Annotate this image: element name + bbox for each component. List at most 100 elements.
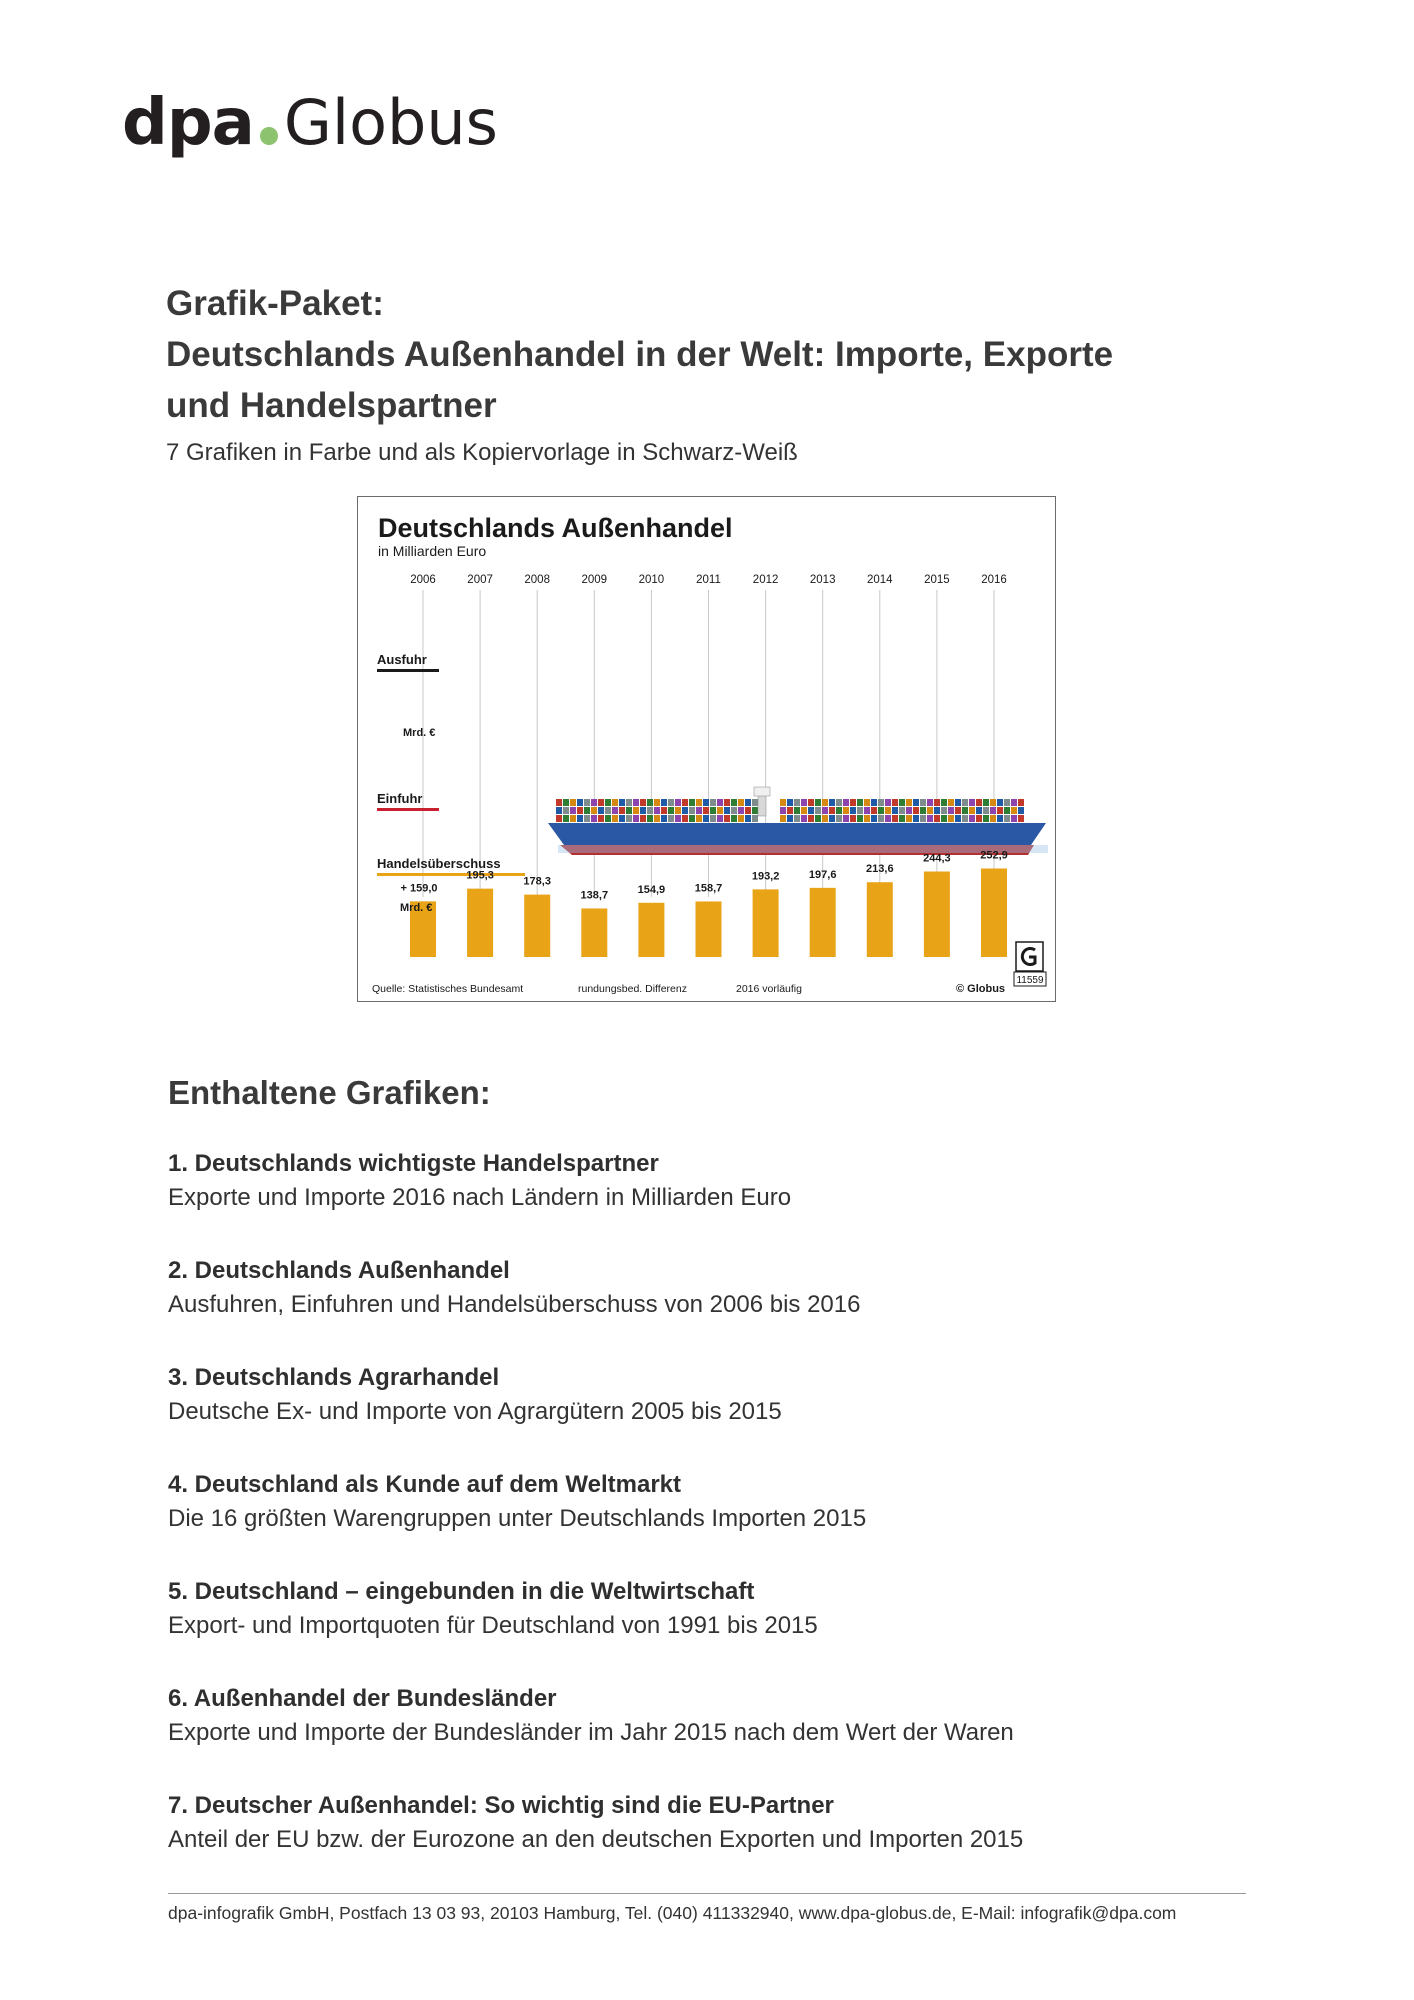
container-block [843,799,849,806]
container-block [857,807,863,814]
container-block [612,799,618,806]
surplus-bar [923,871,950,957]
footnote-source: Quelle: Statistisches Bundesamt [372,983,523,995]
globus-credit: © Globus [956,983,1005,995]
year-label: 2015 [924,574,950,586]
logo-globus-text: Globus [283,86,498,159]
container-block [1018,815,1024,822]
container-block [738,799,744,806]
container-block [640,807,646,814]
year-label: 2016 [981,574,1007,586]
surplus-bar [866,882,893,957]
container-block [885,799,891,806]
container-block [878,807,884,814]
surplus-value-label: 195,3 [466,870,494,882]
container-block [822,815,828,822]
container-block [787,815,793,822]
container-block [920,807,926,814]
container-block [906,815,912,822]
year-label: 2011 [696,574,721,586]
year-label: 2007 [467,574,493,586]
container-block [962,807,968,814]
item-title: 2. Deutschlands Außenhandel [168,1257,510,1284]
container-block [696,807,702,814]
surplus-value-label: 193,2 [752,870,780,882]
container-block [563,799,569,806]
container-block [983,799,989,806]
container-block [941,807,947,814]
item-description: Deutsche Ex- und Importe von Agrargütern… [168,1398,782,1425]
container-block [815,815,821,822]
item-description: Export- und Importquoten für Deutschland… [168,1612,818,1639]
container-block [871,815,877,822]
container-block [857,815,863,822]
container-block [689,799,695,806]
container-block [745,799,751,806]
container-block [927,807,933,814]
container-block [584,799,590,806]
container-block [913,799,919,806]
container-block [920,815,926,822]
container-block [668,799,674,806]
container-block [815,799,821,806]
container-block [969,815,975,822]
container-block [892,807,898,814]
surplus-value-label: 178,3 [523,876,551,888]
container-block [577,815,583,822]
container-block [836,807,842,814]
container-block [626,815,632,822]
container-block [864,815,870,822]
container-block [822,807,828,814]
container-block [990,807,996,814]
container-block [591,815,597,822]
container-block [899,807,905,814]
container-block [1011,807,1017,814]
container-block [1004,799,1010,806]
container-block [661,799,667,806]
container-block [717,799,723,806]
container-block [619,799,625,806]
container-block [577,807,583,814]
container-block [983,815,989,822]
container-block [948,799,954,806]
chart-code: 11559 [1016,975,1044,986]
container-block [598,799,604,806]
item-description: Exporte und Importe der Bundesländer im … [168,1719,1014,1746]
surplus-bar [752,889,779,957]
container-block [675,799,681,806]
globus-g-icon [1015,941,1044,972]
container-block [710,807,716,814]
container-block [556,815,562,822]
container-block [871,807,877,814]
container-block [633,799,639,806]
container-block [1004,807,1010,814]
container-block [976,815,982,822]
container-block [836,799,842,806]
container-block [731,799,737,806]
container-block [745,807,751,814]
container-block [1011,815,1017,822]
container-block [822,799,828,806]
container-block [731,807,737,814]
surplus-bar [524,894,551,957]
surplus-bar [638,902,665,957]
container-block [724,807,730,814]
container-block [948,815,954,822]
container-block [752,807,758,814]
container-block [1018,807,1024,814]
section-title: Enthaltene Grafiken: [168,1074,491,1111]
container-block [640,815,646,822]
container-block [612,815,618,822]
container-block [1004,815,1010,822]
container-block [570,815,576,822]
legend-einfuhr: Einfuhr [377,791,423,806]
chart-title: Deutschlands Außenhandel [378,513,733,543]
container-ship-icon [548,786,1048,855]
container-block [920,799,926,806]
container-block [570,799,576,806]
container-block [801,815,807,822]
item-title: 7. Deutscher Außenhandel: So wichtig sin… [168,1792,834,1819]
footnote-rounding: rundungsbed. Differenz [578,983,687,995]
year-label: 2006 [410,574,436,586]
container-block [948,807,954,814]
